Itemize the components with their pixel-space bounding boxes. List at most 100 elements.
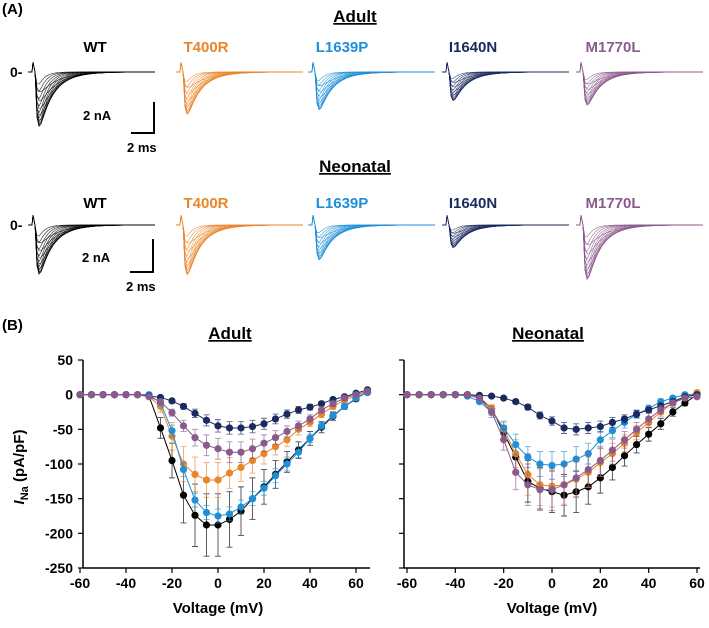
- current-trace: [28, 61, 155, 101]
- data-point: [572, 474, 580, 482]
- data-point: [463, 391, 472, 399]
- trace-label-wt: WT: [83, 195, 106, 212]
- current-trace: [28, 214, 155, 243]
- data-point: [271, 472, 280, 480]
- data-point: [693, 393, 701, 401]
- current-trace: [576, 61, 703, 106]
- current-trace: [308, 214, 435, 233]
- current-trace: [176, 61, 303, 95]
- current-trace: [576, 214, 703, 254]
- data-point: [225, 448, 234, 456]
- data-point: [439, 391, 447, 399]
- data-point: [260, 439, 268, 447]
- current-trace: [308, 214, 435, 260]
- data-point: [225, 510, 234, 518]
- adult-scale-current: 2 nA: [83, 108, 112, 123]
- current-trace: [442, 61, 569, 83]
- data-point: [202, 476, 211, 484]
- data-point: [87, 391, 96, 399]
- data-point: [271, 434, 280, 442]
- data-point: [191, 434, 199, 442]
- data-point: [294, 422, 303, 430]
- current-trace: [442, 61, 569, 101]
- series-m1770l: [76, 387, 372, 464]
- x-tick-label: 0: [214, 575, 222, 591]
- data-point: [352, 391, 360, 399]
- current-trace: [308, 214, 435, 238]
- data-point: [179, 422, 188, 430]
- data-point: [179, 402, 188, 411]
- data-point: [645, 406, 653, 414]
- data-point: [214, 422, 222, 430]
- current-trace: [442, 61, 569, 101]
- data-point: [329, 411, 337, 420]
- current-trace: [442, 214, 569, 238]
- data-point: [214, 445, 222, 453]
- data-point: [225, 424, 234, 432]
- trace-label-l1639p: L1639P: [316, 39, 369, 56]
- data-point: [512, 440, 520, 449]
- y-tick-label: -200: [45, 525, 73, 541]
- trace-label-l1639p: L1639P: [316, 195, 369, 212]
- data-point: [283, 410, 291, 418]
- data-point: [340, 394, 349, 402]
- neonatal-traces-title: Neonatal: [319, 157, 391, 176]
- current-trace: [576, 214, 703, 280]
- data-point: [179, 465, 188, 474]
- data-point: [512, 398, 520, 406]
- data-point: [225, 469, 234, 477]
- data-point: [427, 391, 435, 399]
- data-point: [487, 408, 496, 416]
- current-trace: [308, 61, 435, 81]
- data-point: [294, 448, 303, 456]
- data-point: [548, 417, 556, 425]
- data-point: [415, 391, 423, 399]
- data-point: [202, 416, 211, 424]
- data-point: [191, 496, 199, 504]
- trace-label-m1770l: M1770L: [585, 195, 640, 212]
- data-point: [202, 521, 211, 529]
- current-trace: [576, 214, 703, 281]
- data-point: [306, 403, 314, 411]
- data-point: [536, 411, 544, 420]
- adult-scale-bar: 2 nA 2 ms: [83, 102, 157, 155]
- y-tick-label: -50: [53, 421, 73, 437]
- data-point: [645, 415, 653, 423]
- current-trace: [576, 214, 703, 272]
- series-m1770l: [403, 391, 701, 511]
- current-trace: [28, 61, 155, 92]
- data-point: [168, 427, 176, 435]
- data-point: [572, 425, 580, 433]
- current-trace: [28, 61, 155, 107]
- adult-x-axis-label: Voltage (mV): [173, 600, 264, 617]
- data-point: [248, 422, 257, 431]
- data-point: [632, 425, 641, 433]
- neonatal-zero-label: 0-: [10, 217, 23, 233]
- current-trace: [308, 214, 435, 259]
- data-point: [524, 481, 532, 489]
- data-point: [475, 394, 484, 402]
- data-point: [363, 387, 372, 395]
- data-point: [237, 448, 245, 456]
- data-point: [512, 468, 520, 476]
- panel-b-label: (B): [2, 317, 23, 334]
- data-point: [608, 418, 617, 426]
- data-point: [168, 409, 176, 417]
- data-point: [156, 424, 165, 432]
- data-point: [156, 398, 165, 406]
- data-point: [237, 503, 245, 511]
- current-trace: [442, 214, 569, 234]
- data-point: [317, 422, 326, 430]
- data-point: [283, 460, 291, 468]
- data-point: [620, 415, 629, 423]
- data-point: [122, 391, 130, 399]
- data-point: [669, 408, 677, 416]
- current-trace: [576, 61, 703, 85]
- current-trace: [576, 61, 703, 106]
- current-trace: [576, 214, 703, 262]
- current-trace: [28, 214, 155, 252]
- data-point: [451, 391, 459, 399]
- current-trace: [576, 214, 703, 274]
- data-point: [260, 420, 268, 428]
